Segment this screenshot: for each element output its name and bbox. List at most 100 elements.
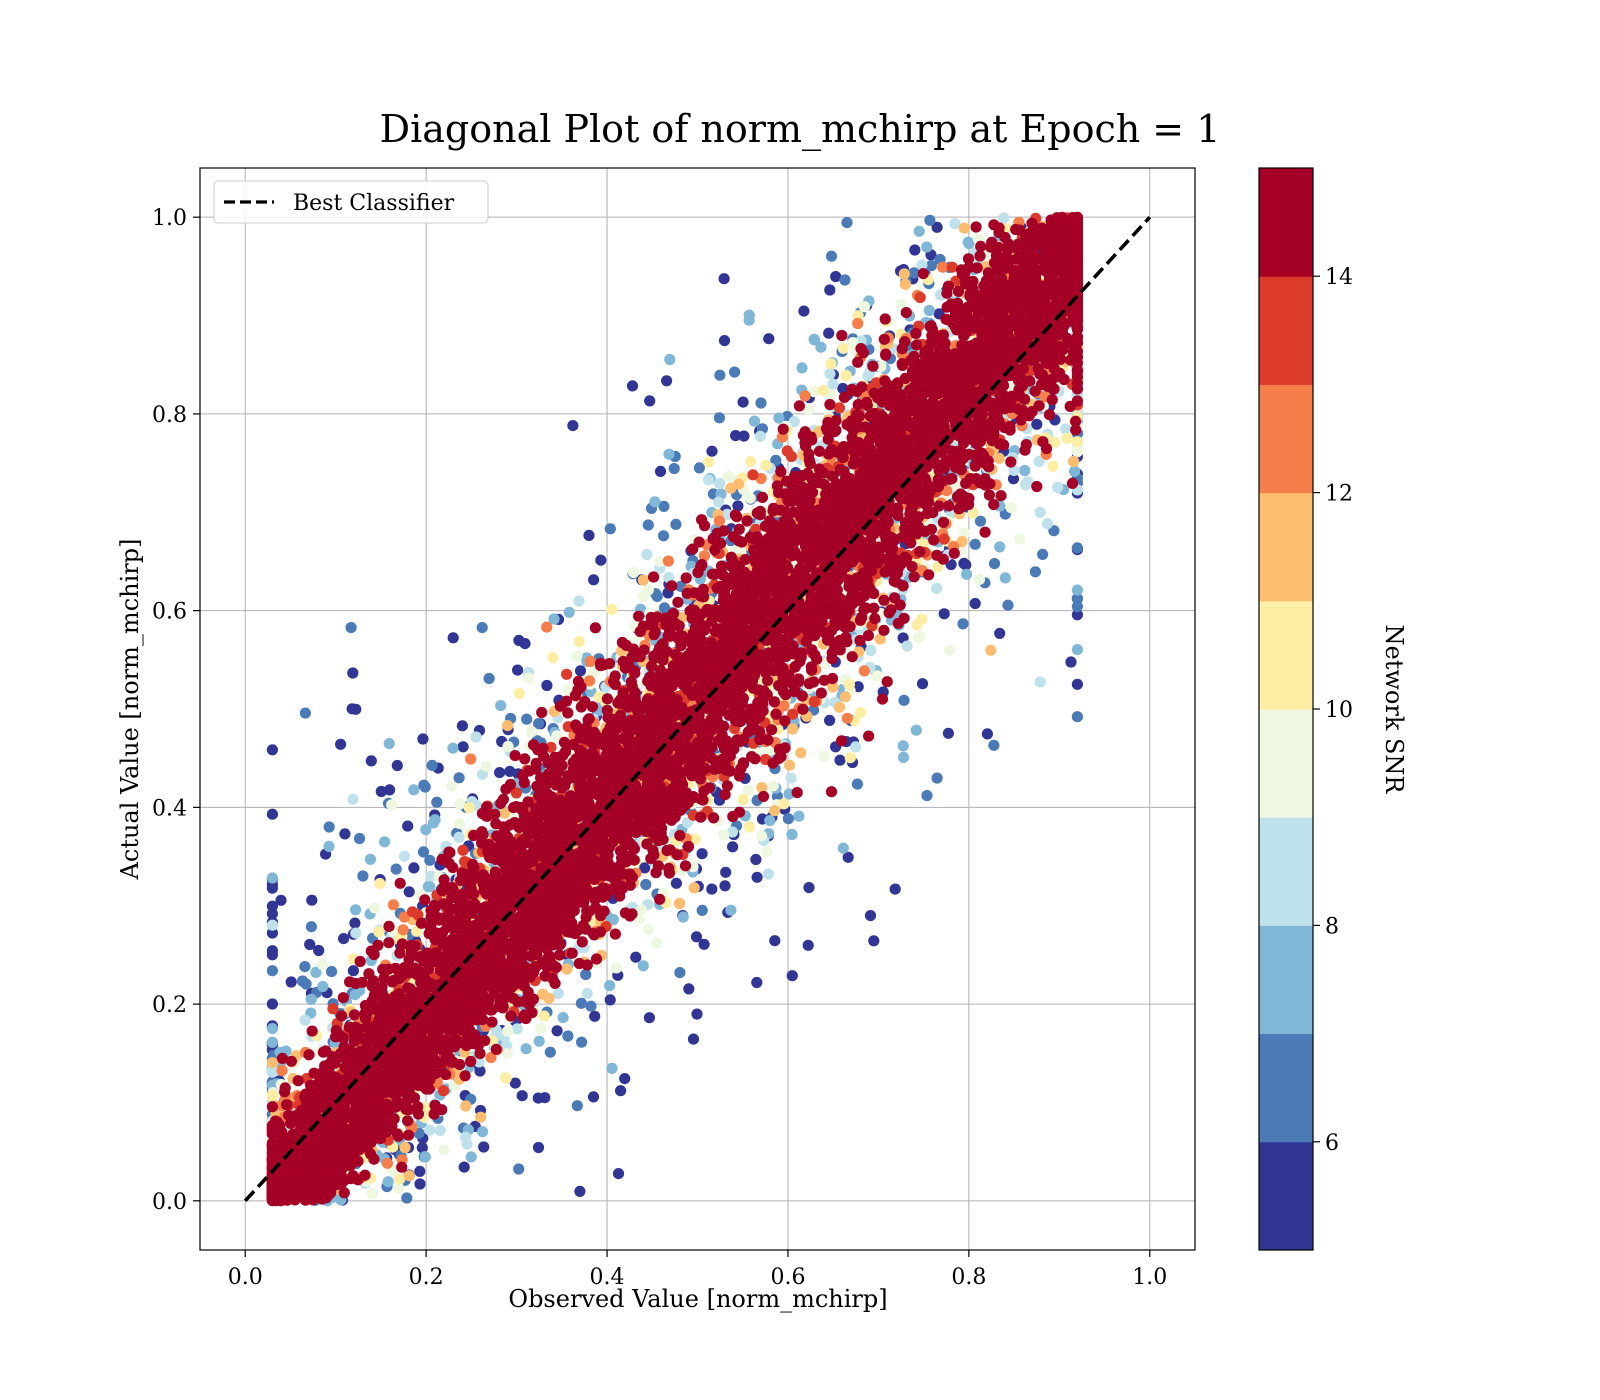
scatter-point	[688, 882, 700, 894]
scatter-point	[447, 632, 459, 644]
scatter-point	[763, 333, 775, 345]
scatter-point	[357, 870, 369, 882]
scatter-point	[767, 780, 779, 792]
scatter-point	[784, 759, 796, 771]
scatter-point	[453, 817, 465, 830]
scatter-point	[299, 707, 311, 719]
scatter-point	[670, 518, 682, 531]
scatter-point	[871, 670, 883, 682]
scatter-point	[916, 259, 928, 271]
scatter-point	[561, 668, 573, 680]
scatter-point	[465, 1151, 477, 1163]
scatter-point	[615, 1085, 627, 1097]
scatter-point	[663, 448, 675, 460]
scatter-point	[266, 1036, 278, 1048]
scatter-point	[795, 747, 807, 759]
scatter-point	[266, 882, 278, 894]
scatter-point	[949, 218, 961, 230]
scatter-point	[323, 840, 335, 853]
scatter-point	[841, 712, 853, 724]
scatter-point	[501, 1039, 513, 1051]
scatter-point	[668, 463, 680, 475]
scatter-point	[369, 902, 381, 914]
scatter-point	[266, 949, 278, 961]
scatter-point	[751, 976, 763, 989]
scatter-point	[474, 1065, 486, 1077]
scatter-point	[959, 527, 971, 539]
scatter-point	[313, 944, 325, 957]
scatter-point	[693, 462, 706, 474]
scatter-point	[521, 713, 533, 725]
scatter-point	[729, 366, 741, 378]
scatter-point	[823, 327, 835, 339]
scatter-point	[642, 519, 654, 531]
scatter-point	[842, 851, 854, 863]
scatter-point	[266, 1090, 278, 1102]
scatter-point	[463, 802, 475, 814]
scatter-point	[406, 906, 418, 918]
scatter-point	[384, 784, 396, 796]
scatter-point	[824, 284, 836, 296]
scatter-point	[285, 976, 297, 988]
scatter-point	[431, 796, 443, 808]
scatter-point	[750, 853, 762, 866]
scatter-point	[938, 533, 950, 545]
scatter-point	[1019, 464, 1031, 477]
scatter-point	[460, 1100, 472, 1112]
scatter-point	[386, 799, 398, 811]
scatter-point	[502, 740, 514, 753]
scatter-point	[1031, 418, 1043, 430]
scatter-point	[1007, 473, 1020, 485]
scatter-point	[305, 921, 317, 933]
scatter-point	[1034, 506, 1046, 518]
scatter-point	[606, 603, 618, 616]
scatter-point	[387, 899, 399, 911]
scatter-point	[310, 966, 322, 979]
scatter-point	[574, 665, 587, 677]
scatter-point	[998, 212, 1010, 224]
scatter-point	[858, 301, 871, 313]
scatter-point	[764, 815, 776, 827]
scatter-point	[851, 778, 864, 790]
scatter-point	[889, 883, 901, 895]
scatter-point	[1069, 465, 1081, 477]
scatter-point	[974, 515, 987, 527]
scatter-point	[683, 983, 695, 995]
scatter-point	[726, 826, 739, 838]
scatter-point	[539, 1092, 551, 1104]
scatter-point	[718, 273, 730, 285]
scatter-point	[266, 919, 278, 931]
scatter-point	[306, 894, 318, 906]
scatter-point	[698, 938, 710, 950]
scatter-point	[561, 963, 573, 975]
scatter-point	[516, 1090, 528, 1102]
scatter-point	[852, 317, 864, 330]
scatter-point	[349, 917, 361, 929]
scatter-point	[674, 967, 686, 979]
scatter-point	[434, 1124, 446, 1136]
scatter-point	[960, 559, 972, 571]
scatter-point	[353, 832, 366, 845]
scatter-point	[300, 978, 312, 990]
scatter-point	[1014, 533, 1026, 545]
scatter-point	[438, 1144, 450, 1156]
scatter-point	[453, 831, 465, 844]
scatter-point	[988, 558, 1001, 570]
scatter-point	[1071, 593, 1083, 605]
scatter-point	[923, 304, 935, 317]
scatter-point	[414, 1165, 426, 1177]
scatter-point	[824, 714, 836, 727]
scatter-point	[803, 882, 815, 894]
scatter-point	[401, 1192, 413, 1204]
scatter-point	[644, 395, 656, 407]
scatter-point	[345, 622, 357, 634]
scatter-point	[837, 842, 849, 854]
scatter-point	[1008, 464, 1020, 476]
scatter-point	[769, 805, 781, 817]
scatter-point	[266, 965, 278, 977]
scatter-point	[670, 877, 683, 889]
scatter-point	[931, 582, 943, 595]
scatter-point	[721, 508, 733, 520]
scatter-point	[588, 574, 600, 586]
scatter-point	[910, 724, 922, 736]
